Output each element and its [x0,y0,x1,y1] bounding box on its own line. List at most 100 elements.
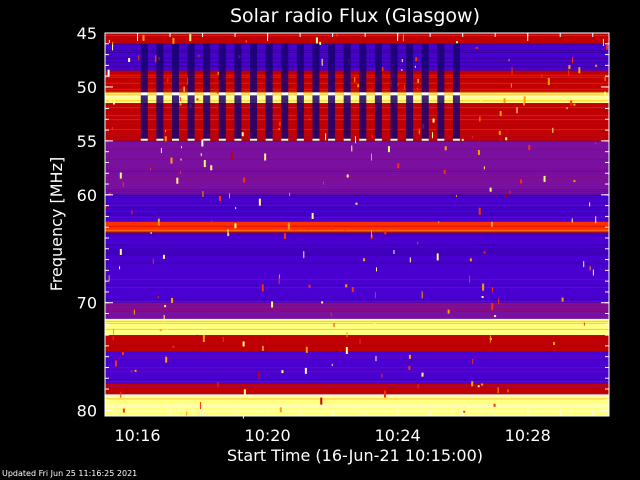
noise-speckle [475,46,478,49]
y-tick-label: 45 [77,24,97,43]
noise-speckle [383,390,386,398]
band-texture-row [105,349,609,351]
band-texture-row [105,37,609,38]
noise-speckle [200,153,202,157]
interference-pulse-edge [187,138,195,141]
noise-speckle [201,139,204,147]
noise-speckle [113,98,116,105]
band-texture-row [105,306,609,308]
band-texture-row [105,63,609,65]
band-texture-row [105,43,609,44]
frequency-band-3 [105,92,609,104]
band-texture-row [105,229,609,231]
noise-speckle [477,385,480,388]
noise-speckle [209,407,211,414]
noise-speckle [481,383,484,386]
noise-speckle [160,147,162,153]
band-texture-row [105,107,609,109]
band-texture-row [105,39,609,40]
noise-speckle [308,284,311,288]
band-texture-row [105,47,609,49]
noise-speckle [217,382,219,388]
interference-pulse-edge [343,92,351,96]
noise-speckle [108,275,110,282]
band-texture-row [105,351,609,353]
noise-speckle [359,338,361,344]
noise-speckle [415,57,418,62]
band-texture-row [105,51,609,53]
band-texture-row [105,156,609,158]
noise-speckle [499,111,502,117]
band-texture-row [105,154,609,156]
band-texture-row [105,377,609,379]
noise-speckle [305,346,308,353]
noise-speckle [408,354,411,359]
noise-speckle [491,221,493,227]
noise-speckle [176,177,179,184]
band-texture-row [105,385,609,387]
band-texture-row [105,272,609,274]
interference-pulse-edge [328,138,336,141]
noise-speckle [278,278,280,285]
noise-speckle [374,292,376,299]
interference-pulse-edge [328,92,336,96]
noise-speckle [523,96,526,104]
noise-speckle [242,411,244,419]
band-texture-row [105,61,609,63]
noise-speckle [589,266,591,271]
noise-speckle [262,345,264,351]
interference-pulse-edge [374,138,382,141]
noise-speckle [363,258,366,262]
noise-speckle [444,146,447,151]
band-texture-row [105,282,609,284]
noise-speckle [320,397,323,405]
band-texture-row [105,262,609,264]
noise-speckle [566,107,568,110]
band-texture-row [105,308,609,310]
axes: 45 50 55 60 70 80 10:16 10:20 10:24 10:28 [77,24,610,445]
noise-speckle [417,78,419,83]
noise-speckle [119,266,121,270]
noise-speckle [311,212,314,219]
noise-speckle [278,121,281,126]
noise-speckle [189,34,192,42]
noise-speckle [112,336,114,341]
noise-speckle [573,180,576,183]
band-texture-row [105,53,609,55]
noise-speckle [181,146,183,149]
band-texture-row [105,133,609,135]
noise-speckle [278,127,280,130]
band-texture-row [105,375,609,377]
band-texture-row [105,266,609,268]
noise-speckle [370,153,372,161]
band-texture-row [105,187,609,189]
noise-speckle [455,195,457,198]
interference-pulse-edge [187,92,195,96]
band-texture-row [105,218,609,220]
noise-speckle [196,334,199,340]
noise-speckle [218,195,221,201]
noise-speckle [469,258,472,262]
noise-speckle [404,84,406,90]
band-texture-row [105,208,609,210]
interference-pulse-edge [140,92,148,96]
noise-speckle [381,373,383,378]
band-texture-row [105,278,609,280]
band-texture-row [105,148,609,150]
noise-speckle [112,328,114,335]
x-tick-label: 10:24 [375,426,421,445]
noise-speckle [287,222,290,230]
band-texture-row [105,65,609,67]
band-texture-row [105,200,609,202]
band-texture-row [105,131,609,133]
noise-speckle [417,241,419,245]
band-texture-row [105,328,609,330]
band-texture-row [105,173,609,175]
band-texture-row [105,316,609,318]
band-texture-row [105,359,609,361]
band-texture-row [105,55,609,57]
noise-speckle [230,152,233,160]
noise-speckle [121,352,124,356]
x-tick-label: 10:28 [505,426,551,445]
